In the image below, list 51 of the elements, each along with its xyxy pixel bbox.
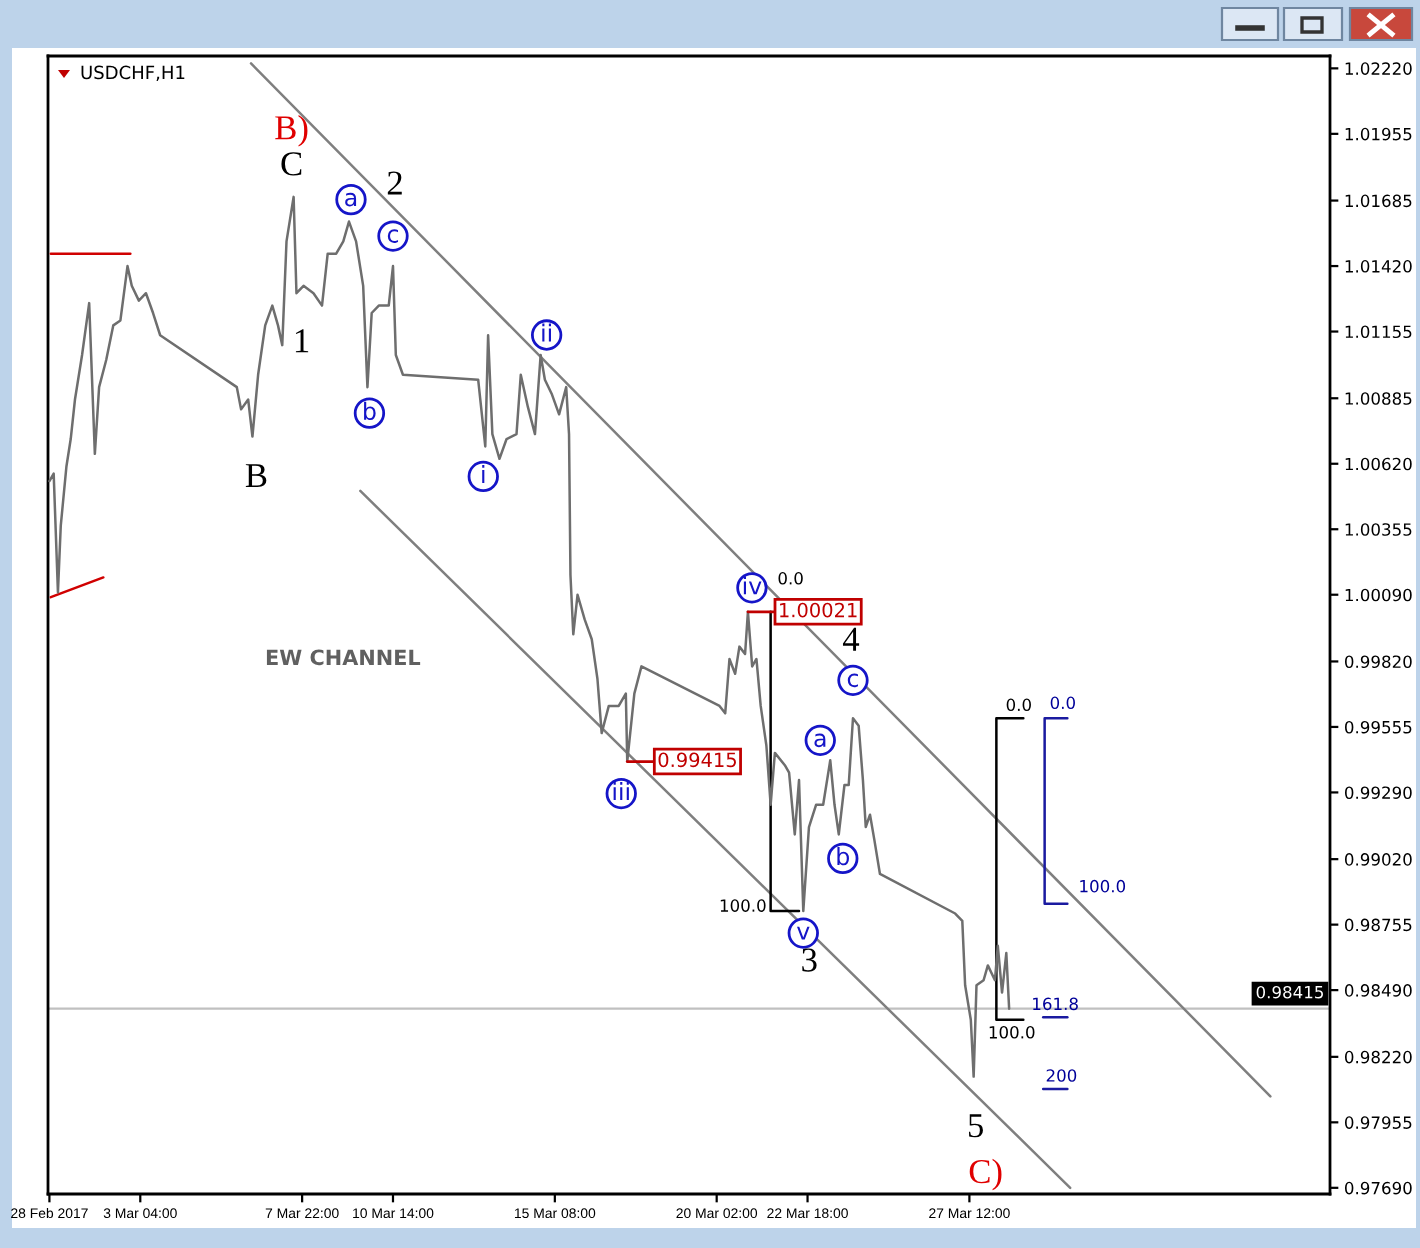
y-tick-label: 1.00355: [1345, 523, 1412, 536]
annotation: 0.0: [1050, 696, 1075, 710]
annotation: 3: [802, 948, 817, 972]
y-tick-label: 0.98755: [1344, 918, 1412, 932]
y-tick-label: 0.99820: [1344, 655, 1412, 669]
annotation: EW CHANNEL: [266, 649, 421, 666]
annotation: 0.0: [778, 572, 803, 585]
y-tick-label: 1.01955: [1345, 127, 1412, 141]
annotation: 1.00021: [780, 602, 857, 618]
annotation: c: [387, 229, 399, 243]
annotation: iv: [743, 576, 762, 595]
annotation: c: [847, 673, 858, 688]
annotation: v: [797, 926, 810, 940]
y-tick-label: 1.01155: [1345, 325, 1412, 339]
annotation: 0.0: [1006, 698, 1031, 712]
y-tick-label: 1.01420: [1345, 260, 1412, 273]
y-tick-label: 0.97690: [1344, 1181, 1412, 1195]
y-tick-label: 1.00885: [1345, 392, 1412, 405]
y-tick-label: 0.99290: [1344, 786, 1412, 799]
annotation: 5: [968, 1114, 983, 1138]
ref-line-label: 0.98415: [1256, 985, 1323, 999]
annotation: ii: [542, 323, 551, 342]
chart-title: USDCHF,H1: [81, 65, 185, 82]
y-tick-label: 1.01685: [1345, 194, 1412, 208]
y-tick-label: 1.02220: [1345, 62, 1412, 75]
annotation: B: [245, 464, 267, 488]
annotation: i: [482, 465, 485, 483]
y-tick-label: 0.98490: [1344, 984, 1412, 997]
y-tick-label: 0.99020: [1344, 853, 1412, 866]
annotation: iii: [613, 782, 629, 801]
annotation: 161.8: [1033, 997, 1078, 1011]
annotation: 1: [295, 329, 309, 353]
annotation: C: [281, 152, 302, 176]
annotation: 100.0: [989, 1026, 1035, 1039]
y-tick-label: 0.97955: [1344, 1116, 1412, 1129]
annotation: 100.0: [1080, 879, 1126, 893]
annotation: 2: [387, 171, 402, 195]
annotation: B): [275, 115, 308, 147]
annotation: C): [969, 1158, 1002, 1191]
annotation: 0.99415: [658, 752, 736, 768]
annotation: 100.0: [720, 899, 766, 912]
annotation: 200: [1046, 1069, 1077, 1082]
y-tick-label: 1.00620: [1345, 457, 1412, 471]
annotation: a: [345, 192, 357, 207]
annotation: a: [814, 733, 826, 748]
annotation: b: [837, 847, 849, 866]
y-tick-label: 0.99555: [1344, 720, 1412, 734]
annotation: b: [364, 401, 376, 420]
y-tick-label: 1.00090: [1345, 588, 1412, 602]
y-tick-label: 0.98220: [1344, 1050, 1412, 1064]
annotation: 4: [842, 627, 860, 651]
